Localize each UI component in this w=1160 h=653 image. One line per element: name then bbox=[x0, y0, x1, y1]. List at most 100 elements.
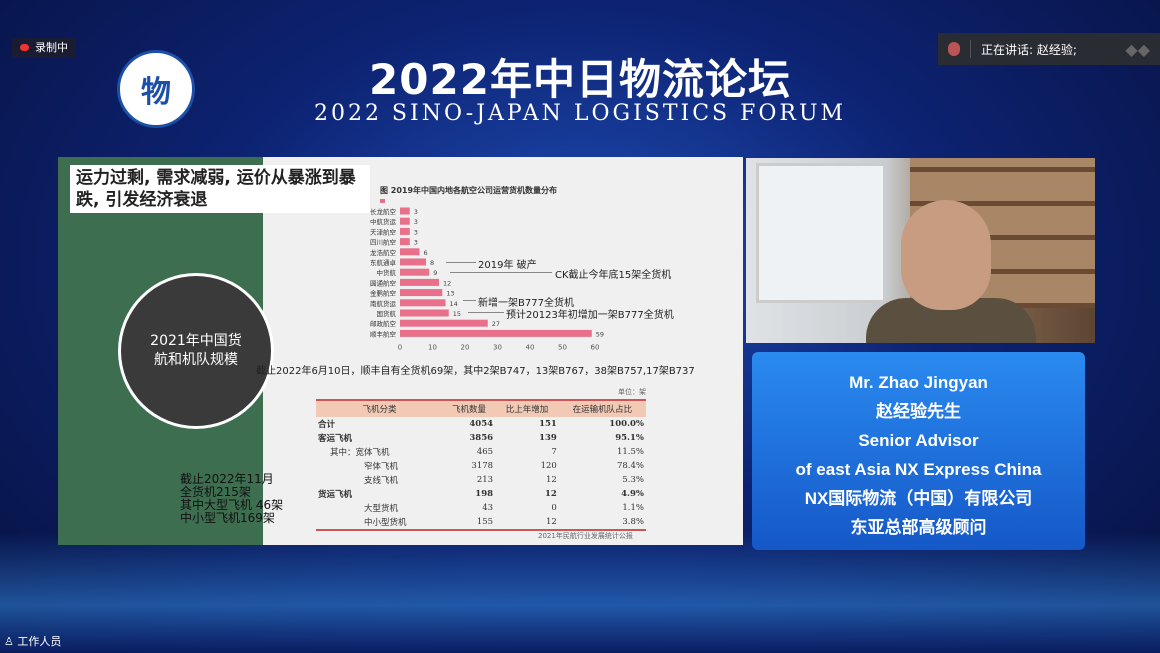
caption-line: Senior Advisor bbox=[858, 431, 979, 450]
data-label: 3 bbox=[414, 228, 418, 236]
category-label: 长龙航空 bbox=[370, 207, 397, 216]
app-logo-icon: ◆◆ bbox=[1125, 39, 1150, 59]
caption-line: 东亚总部高级顾问 bbox=[850, 518, 987, 537]
table-cell: 78.4% bbox=[616, 461, 644, 471]
table-source: 2021年民航行业发展统计公报 bbox=[538, 532, 633, 540]
table-unit: 单位：架 bbox=[618, 388, 646, 396]
bl-line: 截止2022年11月 bbox=[180, 472, 274, 486]
caption-line: NX国际物流（中国）有限公司 bbox=[804, 489, 1033, 508]
table-cell: 43 bbox=[482, 503, 494, 513]
bar bbox=[400, 268, 430, 276]
category-label: 龙浩航空 bbox=[370, 248, 397, 257]
table-cell: 合计 bbox=[318, 420, 336, 430]
data-label: 3 bbox=[414, 239, 418, 247]
category-label: 四川航空 bbox=[370, 238, 397, 247]
data-label: 27 bbox=[492, 320, 500, 328]
bar bbox=[400, 248, 420, 256]
x-tick-label: 30 bbox=[493, 344, 502, 352]
chart-title: 图 2019年中国内地各航空公司运营货机数量分布 bbox=[380, 186, 558, 195]
x-tick-label: 10 bbox=[428, 344, 437, 352]
table-row: 其中：宽体飞机 465 7 11.5% bbox=[316, 445, 646, 459]
video-window bbox=[756, 163, 886, 303]
col-header: 飞机分类 bbox=[316, 399, 443, 417]
page-title: 2022年中日物流论坛 bbox=[369, 55, 791, 104]
table-row: 客运飞机 3856 139 95.1% bbox=[316, 431, 646, 445]
data-label: 59 bbox=[596, 330, 604, 338]
speaker-caption: Mr. Zhao Jingyan 赵经验先生 Senior Advisor of… bbox=[752, 352, 1085, 550]
caption-line: Mr. Zhao Jingyan bbox=[849, 373, 988, 392]
table-cell: 12 bbox=[546, 475, 557, 485]
bar bbox=[400, 289, 443, 297]
bl-line: 其中大型飞机 46架 bbox=[180, 498, 284, 512]
note-line bbox=[450, 272, 552, 273]
category-label: 中航货运 bbox=[370, 217, 397, 226]
recording-icon bbox=[20, 44, 29, 51]
mic-muted-icon[interactable] bbox=[948, 42, 960, 56]
table-row: 窄体飞机 3178 120 78.4% bbox=[316, 459, 646, 473]
table-cell: 213 bbox=[476, 475, 494, 485]
category-label: 金鹏航空 bbox=[370, 289, 397, 298]
x-tick-label: 20 bbox=[461, 344, 470, 352]
table-cell: 其中：宽体飞机 bbox=[330, 448, 390, 458]
x-tick-label: 60 bbox=[591, 344, 600, 352]
note: 新增一架B777全货机 bbox=[478, 298, 574, 309]
table-cell: 139 bbox=[539, 433, 557, 443]
note: CK截止今年底15架全货机 bbox=[555, 270, 672, 281]
table-cell: 中小型货机 bbox=[316, 515, 443, 531]
legend-swatch bbox=[380, 199, 385, 203]
category-label: 国货航 bbox=[377, 309, 397, 318]
table-cell: 7 bbox=[551, 447, 557, 457]
category-label: 南航货运 bbox=[370, 299, 397, 308]
caption-line: of east Asia NX Express China bbox=[795, 460, 1042, 479]
speaker-video bbox=[746, 158, 1095, 343]
table-cell: 198 bbox=[475, 489, 494, 499]
table-cell: 12 bbox=[495, 515, 559, 531]
university-logo: 物 bbox=[117, 50, 195, 128]
table-cell: 4.9% bbox=[621, 489, 644, 499]
data-label: 3 bbox=[414, 208, 418, 216]
data-label: 6 bbox=[424, 249, 428, 257]
table-row: 中小型货机 155 12 3.8% bbox=[316, 515, 646, 531]
col-header: 飞机数量 bbox=[442, 399, 496, 417]
table-cell: 100.0% bbox=[609, 419, 644, 429]
table-cell: 11.5% bbox=[616, 447, 644, 457]
bar bbox=[400, 319, 488, 327]
col-header: 在运输机队占比 bbox=[558, 399, 646, 417]
table-cell: 155 bbox=[442, 515, 496, 531]
bar bbox=[400, 299, 446, 307]
category-label: 中货航 bbox=[377, 268, 397, 277]
table-cell: 货运飞机 bbox=[318, 490, 353, 500]
staff-label[interactable]: ♙ 工作人员 bbox=[4, 635, 62, 648]
caption-line: 赵经验先生 bbox=[876, 402, 961, 421]
category-label: 东航通卓 bbox=[370, 258, 397, 267]
slide-heading: 运力过剩, 需求减弱, 运价从暴涨到暴跌, 引发经济衰退 bbox=[70, 165, 370, 213]
note-line bbox=[463, 300, 476, 301]
table-cell: 3856 bbox=[469, 433, 494, 443]
table-cell: 1.1% bbox=[622, 503, 644, 513]
bar bbox=[400, 329, 592, 337]
data-label: 3 bbox=[414, 218, 418, 226]
bar bbox=[400, 227, 410, 235]
table-cell: 支线飞机 bbox=[364, 476, 399, 486]
x-tick-label: 50 bbox=[558, 344, 567, 352]
col-header: 比上年增加 bbox=[495, 399, 559, 417]
sf-fleet-note: 截止2022年6月10日，顺丰自有全货机69架，其中2架B747，13架B767… bbox=[256, 366, 695, 377]
table-row: 大型货机 43 0 1.1% bbox=[316, 501, 646, 515]
table-cell: 4054 bbox=[469, 419, 494, 429]
data-label: 14 bbox=[450, 300, 458, 308]
table-cell: 12 bbox=[545, 489, 557, 499]
bar-chart: 长龙航空 3 中航货运 3 天津航空 3 四川航空 3 龙浩航空 6 东航通卓 8 中货航 9 圆通航空 12… bbox=[370, 199, 604, 352]
bl-line: 中小型飞机169架 bbox=[180, 511, 275, 525]
table-row: 合计 4054 151 100.0% bbox=[316, 417, 646, 431]
x-tick-label: 40 bbox=[526, 344, 535, 352]
category-label: 顺丰航空 bbox=[370, 329, 397, 338]
table-cell: 95.1% bbox=[615, 433, 644, 443]
circle-text: 2021年中国货航和机队规模 bbox=[150, 333, 242, 368]
fleet-table: 飞机分类 飞机数量 比上年增加 在运输机队占比 合计 4054 151 100.0% 客… bbox=[316, 399, 646, 531]
table-row: 货运飞机 198 12 4.9% bbox=[316, 487, 646, 501]
table-cell: 客运飞机 bbox=[318, 434, 353, 444]
bottom-left-text: 截止2022年11月 全货机215架 其中大型飞机 46架 中小型飞机169架 bbox=[180, 473, 283, 525]
bar bbox=[400, 309, 449, 317]
page-subtitle: 2022 SINO-JAPAN LOGISTICS FORUM bbox=[313, 101, 847, 126]
table-cell: 大型货机 bbox=[364, 504, 399, 514]
